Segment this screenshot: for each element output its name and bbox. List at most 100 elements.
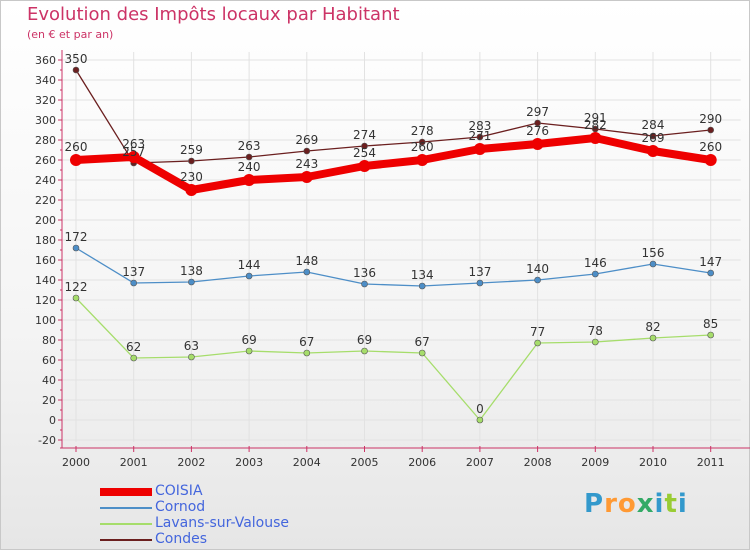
- data-label-condes: 259: [180, 143, 203, 157]
- y-tick-label: 340: [35, 74, 56, 87]
- data-point-cornod: [303, 268, 311, 276]
- legend-label-cornod: Cornod: [155, 499, 206, 515]
- x-tick-label: 2005: [351, 456, 379, 469]
- data-point-coisia: [300, 171, 313, 183]
- y-tick-label: 80: [42, 334, 56, 347]
- data-point-coisia: [127, 151, 140, 163]
- y-tick-label: 60: [42, 354, 56, 367]
- series-line-lavans-sur-valouse: [75, 297, 712, 421]
- data-label-coisia: 276: [526, 124, 549, 138]
- data-label-coisia: 243: [295, 157, 318, 171]
- data-point-coisia: [416, 154, 429, 166]
- y-tick-label: 260: [35, 154, 56, 167]
- y-tick-label: 180: [35, 234, 56, 247]
- legend-item-cornod: Cornod: [100, 499, 360, 516]
- data-label-condes: 278: [411, 124, 434, 138]
- y-tick-label: 320: [35, 94, 56, 107]
- x-tick-label: 2006: [408, 456, 436, 469]
- legend: COISIA Cornod Lavans-sur-Valouse Condes: [100, 483, 360, 548]
- y-tick-label: 20: [42, 394, 56, 407]
- data-point-condes: [188, 157, 195, 165]
- data-point-coisia: [185, 184, 198, 196]
- chart-title: Evolution des Impôts locaux par Habitant: [27, 4, 400, 25]
- data-point-lavans-sur-valouse: [72, 294, 80, 302]
- data-label-condes: 291: [584, 111, 607, 125]
- data-label-lavans-sur-valouse: 0: [476, 402, 484, 416]
- data-point-condes: [534, 119, 541, 127]
- data-point-condes: [303, 147, 311, 155]
- data-label-cornod: 140: [526, 262, 549, 276]
- data-label-lavans-sur-valouse: 122: [65, 280, 88, 294]
- data-point-cornod: [245, 272, 253, 280]
- data-point-lavans-sur-valouse: [188, 353, 195, 361]
- legend-item-condes: Condes: [100, 531, 360, 548]
- data-label-condes: 257: [122, 145, 145, 159]
- y-tick-label: 160: [35, 254, 56, 267]
- data-point-coisia: [473, 143, 486, 155]
- data-point-condes: [649, 132, 657, 140]
- data-point-cornod: [707, 269, 715, 277]
- data-label-lavans-sur-valouse: 85: [703, 317, 718, 331]
- x-tick-label: 2001: [120, 456, 148, 469]
- y-tick-label: 240: [35, 174, 56, 187]
- y-tick-label: 200: [35, 214, 56, 227]
- x-tick-label: 2009: [581, 456, 609, 469]
- data-point-coisia: [647, 145, 659, 157]
- x-tick-label: 2002: [177, 456, 205, 469]
- data-label-coisia: 240: [238, 160, 261, 174]
- data-point-cornod: [649, 260, 657, 268]
- legend-item-coisia: COISIA: [100, 483, 360, 500]
- x-tick-label: 2007: [466, 456, 494, 469]
- data-point-lavans-sur-valouse: [245, 347, 253, 355]
- data-label-coisia: 254: [353, 146, 376, 160]
- data-label-coisia: 271: [468, 129, 491, 143]
- data-label-condes: 274: [353, 128, 376, 142]
- data-label-cornod: 138: [180, 264, 203, 278]
- x-tick-label: 2011: [697, 456, 725, 469]
- data-label-cornod: 136: [353, 266, 376, 280]
- data-label-cornod: 137: [468, 265, 491, 279]
- data-point-lavans-sur-valouse: [130, 354, 137, 362]
- data-label-condes: 263: [238, 139, 261, 153]
- data-point-cornod: [130, 279, 137, 287]
- data-point-cornod: [591, 270, 599, 278]
- data-label-lavans-sur-valouse: 63: [184, 339, 199, 353]
- data-point-condes: [476, 133, 484, 141]
- data-point-condes: [72, 66, 80, 74]
- data-label-lavans-sur-valouse: 69: [357, 333, 372, 347]
- data-label-cornod: 137: [122, 265, 145, 279]
- y-tick-label: -20: [38, 434, 56, 447]
- data-label-coisia: 263: [122, 137, 145, 151]
- x-tick-label: 2003: [235, 456, 263, 469]
- proxiti-logo: Proxiti: [584, 489, 688, 519]
- data-point-lavans-sur-valouse: [418, 349, 426, 357]
- data-point-cornod: [72, 244, 80, 252]
- data-point-cornod: [534, 276, 541, 284]
- data-label-lavans-sur-valouse: 67: [299, 335, 314, 349]
- series-line-cornod: [75, 247, 712, 287]
- data-label-coisia: 230: [180, 170, 203, 184]
- data-label-condes: 350: [65, 52, 88, 66]
- x-tick-label: 2000: [62, 456, 90, 469]
- legend-label-condes: Condes: [155, 531, 208, 547]
- series-line-condes: [75, 69, 712, 164]
- data-point-lavans-sur-valouse: [649, 334, 657, 342]
- data-point-coisia: [358, 160, 371, 172]
- data-point-condes: [418, 138, 426, 146]
- y-tick-label: 280: [35, 134, 56, 147]
- data-point-condes: [707, 126, 715, 134]
- data-point-lavans-sur-valouse: [361, 347, 368, 355]
- y-tick-label: 360: [35, 54, 56, 67]
- data-label-cornod: 156: [642, 246, 665, 260]
- data-label-cornod: 144: [238, 258, 261, 272]
- data-label-coisia: 260: [699, 140, 722, 154]
- data-label-coisia: 282: [584, 118, 607, 132]
- data-label-cornod: 148: [295, 254, 318, 268]
- y-tick-label: 120: [35, 294, 56, 307]
- data-point-coisia: [589, 132, 602, 144]
- data-label-coisia: 260: [411, 140, 434, 154]
- data-label-cornod: 147: [699, 255, 722, 269]
- data-label-cornod: 134: [411, 268, 434, 282]
